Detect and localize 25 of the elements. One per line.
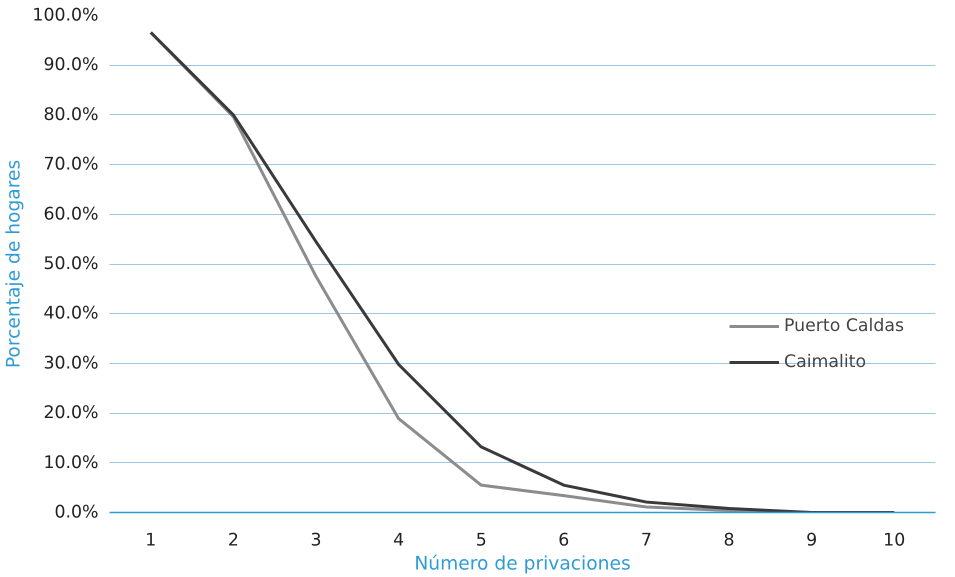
x-tick-label: 5	[476, 530, 487, 550]
x-tick-label: 4	[393, 530, 404, 550]
x-tick-label: 1	[145, 530, 156, 550]
y-tick-label: 20.0%	[43, 403, 99, 424]
y-tick-label: 60.0%	[43, 204, 99, 224]
x-tick-label: 9	[806, 530, 818, 550]
y-tick-label: 80.0%	[43, 104, 99, 125]
y-tick-label: 50.0%	[43, 254, 99, 274]
y-axis-title: Porcentaje de hogares	[3, 160, 24, 368]
x-axis-title: Número de privaciones	[414, 554, 631, 574]
y-tick-label: 30.0%	[43, 353, 99, 374]
y-tick-label: 100.0%	[32, 6, 99, 26]
y-tick-label: 70.0%	[43, 154, 99, 175]
legend-label: Puerto Caldas	[784, 316, 904, 336]
y-tick-label: 90.0%	[43, 55, 99, 76]
x-tick-label: 6	[558, 530, 570, 550]
x-tick-label: 2	[228, 530, 239, 550]
legend-label: Caimalito	[784, 352, 866, 372]
x-tick-label: 10	[883, 530, 906, 550]
x-tick-label: 3	[310, 530, 322, 550]
y-tick-label: 40.0%	[43, 304, 99, 324]
x-tick-label: 8	[723, 530, 735, 550]
y-tick-label: 10.0%	[43, 452, 99, 473]
y-tick-label: 0.0%	[54, 502, 99, 522]
x-tick-label: 7	[640, 530, 652, 550]
